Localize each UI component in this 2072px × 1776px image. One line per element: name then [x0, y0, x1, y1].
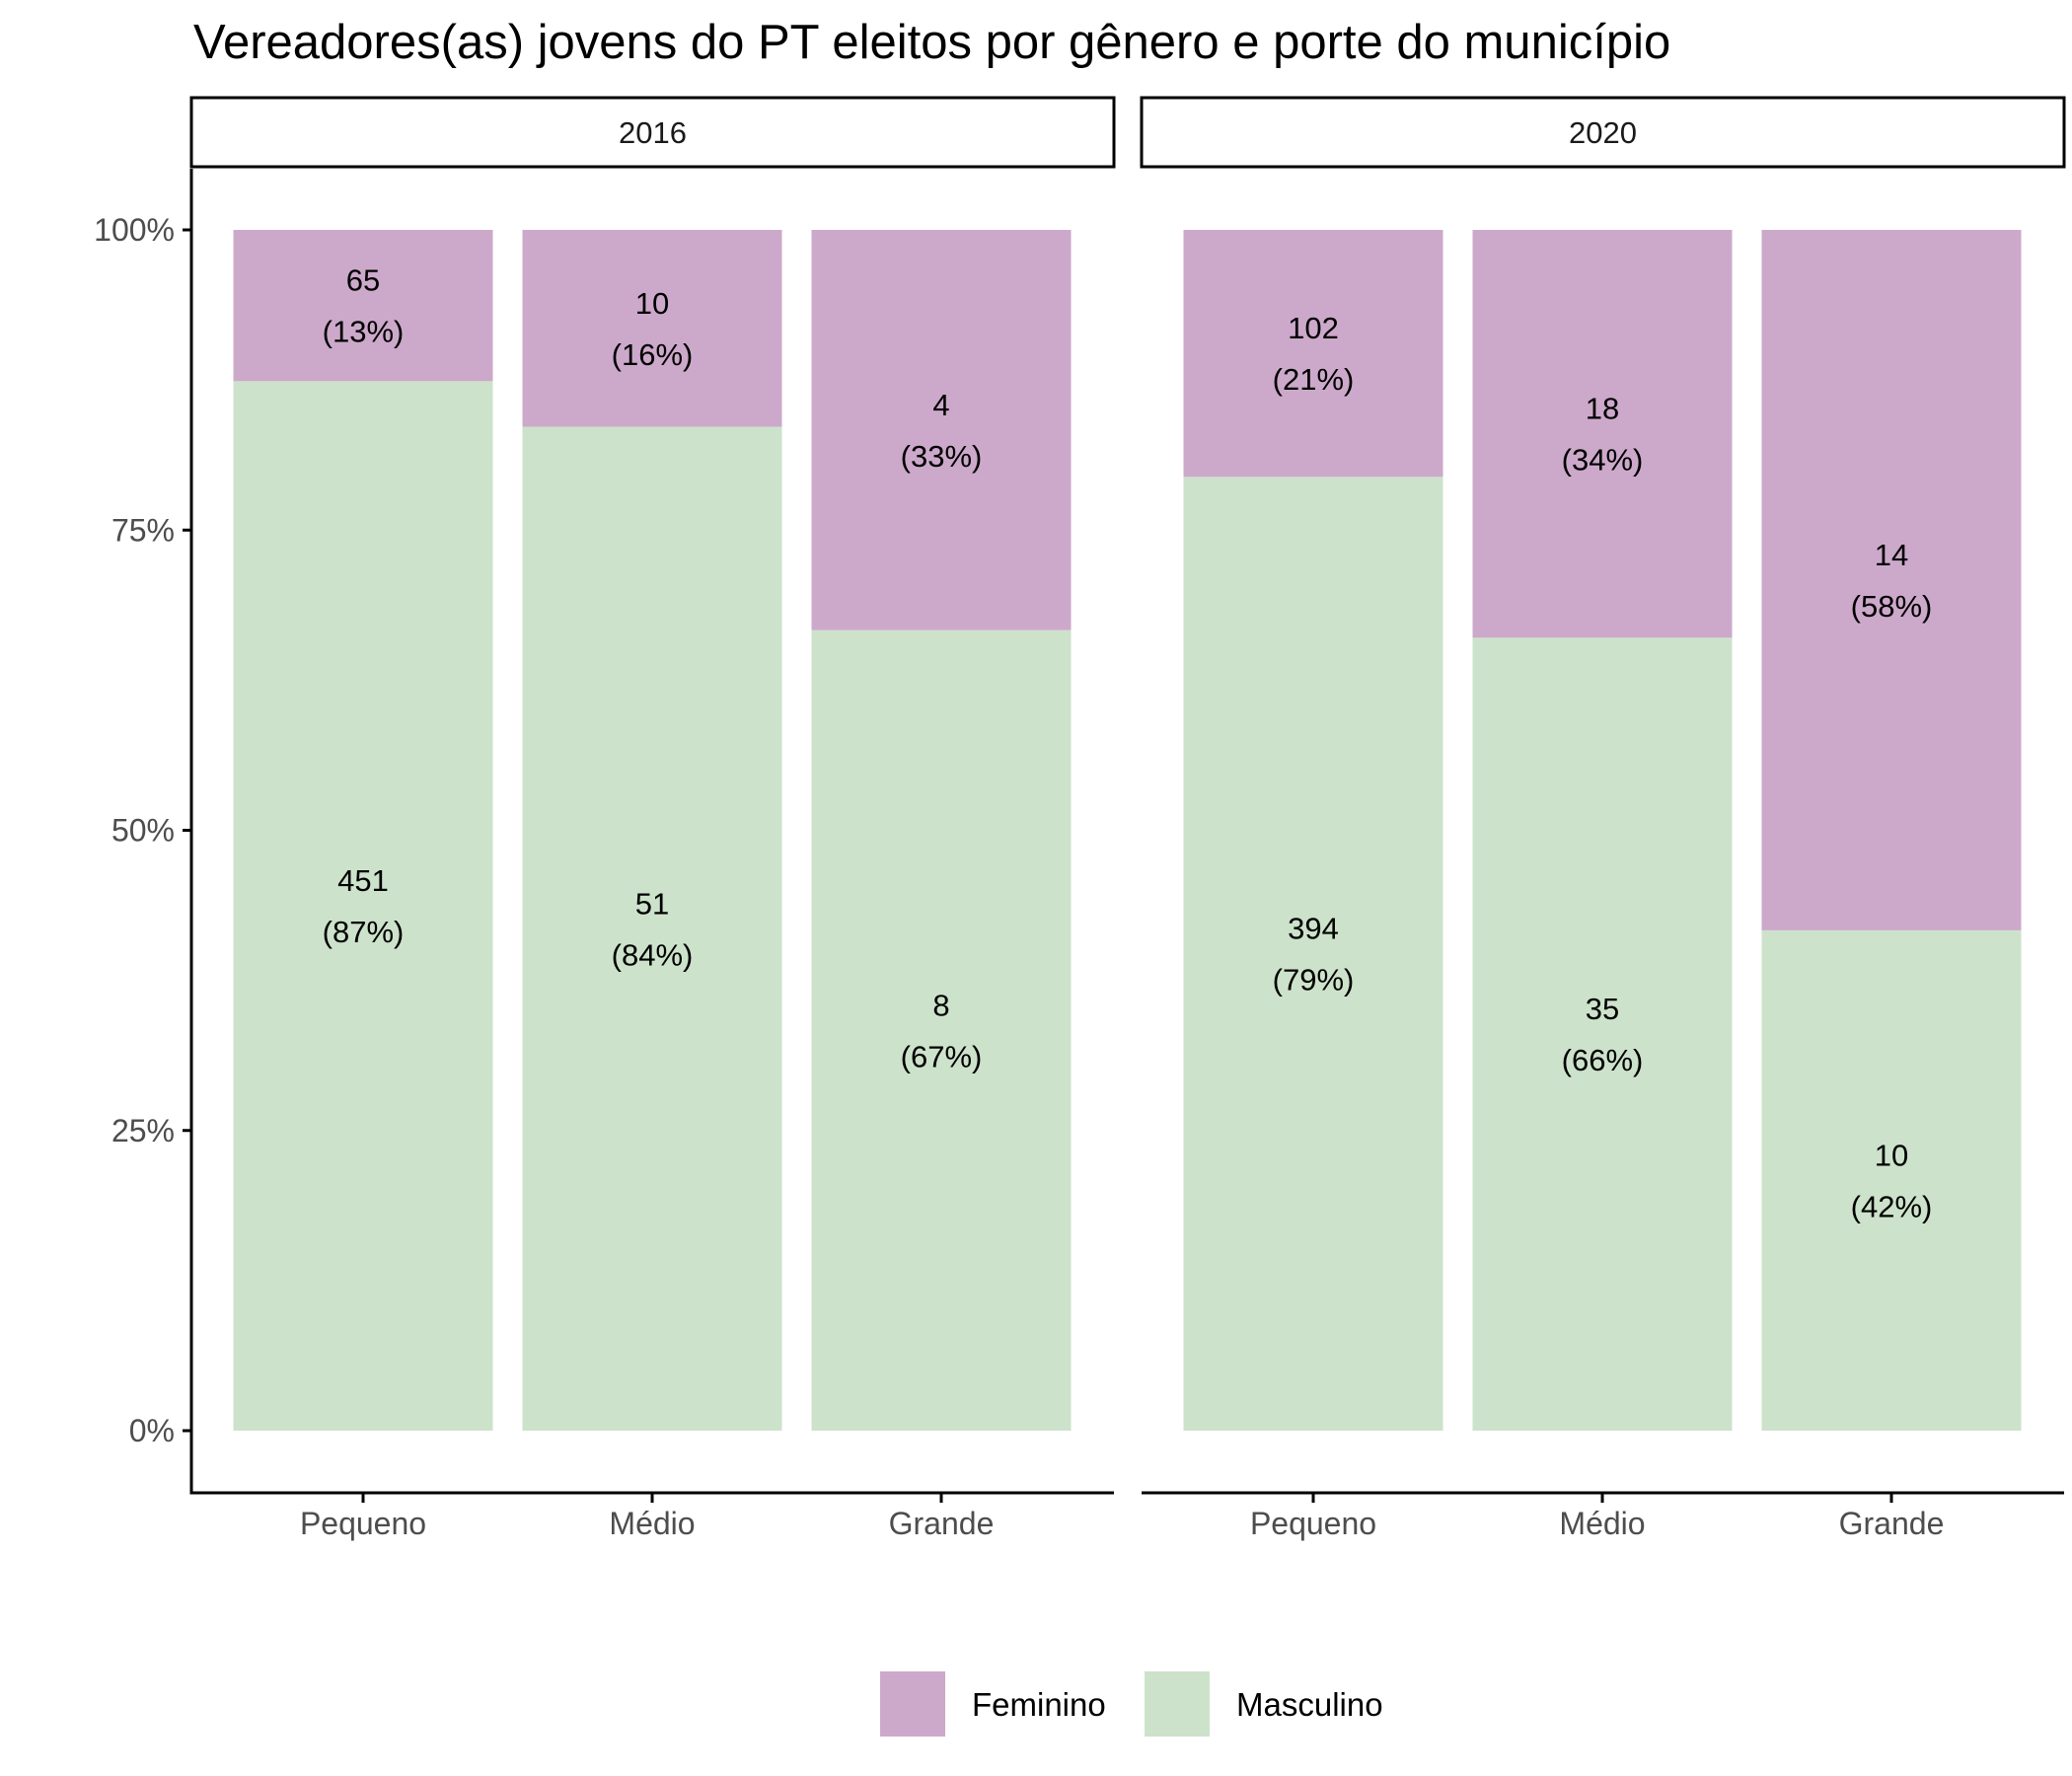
bar-count-label: 14 [1875, 538, 1908, 572]
y-tick-label: 0% [129, 1413, 175, 1448]
bar-percent-label: (58%) [1851, 589, 1933, 624]
bar-feminino-2016-0 [233, 230, 493, 382]
chart-panels: 20160%25%50%75%100%65(13%)451(87%)Pequen… [94, 96, 2066, 1541]
chart-legend: Feminino Masculino [880, 1671, 1383, 1737]
bar-percent-label: (66%) [1562, 1043, 1644, 1077]
bar-count-label: 18 [1586, 392, 1619, 426]
legend-label-masculino: Masculino [1236, 1686, 1383, 1723]
y-tick-label: 100% [94, 212, 175, 248]
x-tick-label: Pequeno [300, 1506, 426, 1541]
bar-masculino-2020-0 [1183, 477, 1443, 1432]
x-tick-label: Grande [1839, 1506, 1945, 1541]
bar-feminino-2016-2 [811, 230, 1072, 630]
legend-key-feminino [880, 1671, 945, 1737]
facet-strip-2016 [189, 96, 1116, 169]
bar-percent-label: (84%) [612, 937, 694, 972]
facet-strip-label-2020: 2020 [1569, 115, 1637, 150]
legend-key-masculino [1145, 1671, 1210, 1737]
bar-feminino-2020-1 [1472, 230, 1733, 638]
bar-count-label: 4 [932, 388, 949, 422]
bar-masculino-2016-0 [233, 381, 493, 1432]
bar-count-label: 451 [337, 863, 389, 898]
facet-strip-2020 [1140, 96, 2066, 169]
bar-count-label: 35 [1586, 992, 1619, 1026]
bar-feminino-2020-2 [1761, 230, 2022, 930]
bar-count-label: 102 [1288, 311, 1339, 345]
bar-count-label: 10 [1875, 1138, 1908, 1172]
legend-label-feminino: Feminino [972, 1686, 1106, 1723]
chart-title: Vereadores(as) jovens do PT eleitos por … [193, 16, 1670, 69]
bar-feminino-2016-1 [522, 230, 782, 427]
y-tick-label: 25% [111, 1113, 175, 1148]
bar-count-label: 51 [635, 886, 669, 921]
bar-percent-label: (13%) [323, 315, 405, 349]
panel-2016: 20160%25%50%75%100%65(13%)451(87%)Pequen… [94, 96, 1116, 1541]
bar-percent-label: (16%) [612, 337, 694, 372]
bar-count-label: 10 [635, 286, 669, 321]
bar-masculino-2016-2 [811, 629, 1072, 1431]
bar-count-label: 65 [346, 263, 380, 298]
bar-count-label: 8 [932, 988, 949, 1022]
bar-count-label: 394 [1288, 912, 1339, 946]
bar-percent-label: (34%) [1562, 443, 1644, 478]
bar-feminino-2020-0 [1183, 230, 1443, 478]
x-tick-label: Grande [889, 1506, 995, 1541]
x-tick-label: Médio [609, 1506, 695, 1541]
bar-masculino-2020-1 [1472, 637, 1733, 1431]
bar-percent-label: (87%) [323, 915, 405, 949]
bar-percent-label: (79%) [1273, 963, 1355, 998]
y-tick-label: 50% [111, 813, 175, 849]
facet-strip-label-2016: 2016 [619, 115, 687, 150]
bar-percent-label: (67%) [901, 1039, 983, 1073]
y-tick-label: 75% [111, 512, 175, 548]
bar-percent-label: (42%) [1851, 1189, 1933, 1223]
x-tick-label: Médio [1559, 1506, 1645, 1541]
panel-2020: 2020 102 (21%) 394 (79%) Pequeno 18 (34%) 35 (66%… [1140, 96, 2066, 1541]
bar-percent-label: (33%) [901, 439, 983, 474]
x-tick-label: Pequeno [1250, 1506, 1376, 1541]
bar-masculino-2016-1 [522, 426, 782, 1432]
bar-masculino-2020-2 [1761, 929, 2022, 1431]
bar-percent-label: (21%) [1273, 362, 1355, 397]
